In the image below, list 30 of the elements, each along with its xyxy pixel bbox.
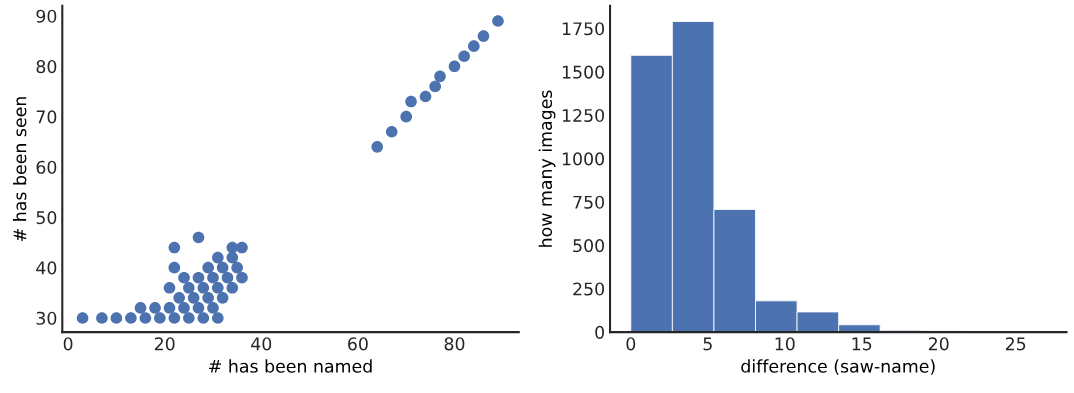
y-tick-label: 1750	[562, 22, 605, 36]
x-tick-label: 10	[775, 337, 795, 351]
x-tick-label: 25	[1005, 337, 1026, 351]
y-tick-label: 90	[36, 9, 57, 23]
x-tick-label: 15	[852, 337, 872, 351]
y-tick-label: 750	[573, 195, 605, 209]
y-axis-title: # has been seen	[12, 97, 27, 241]
y-axis-title: how many images	[538, 90, 556, 247]
y-tick-label: 250	[573, 282, 605, 296]
y-tick-label: 40	[36, 261, 57, 275]
x-axis-title: difference (saw-name)	[741, 359, 935, 375]
x-tick-label: 40	[251, 337, 272, 351]
y-tick-label: 500	[573, 239, 605, 253]
x-tick-label: 0	[63, 337, 73, 351]
y-tick-label: 1250	[562, 108, 605, 123]
x-tick-label: 80	[444, 337, 465, 351]
y-tick-label: 70	[36, 110, 57, 124]
y-tick-label: 0	[595, 325, 605, 339]
x-tick-label: 20	[928, 337, 949, 351]
x-axis-title: # has been named	[209, 359, 372, 373]
y-tick-label: 1500	[562, 65, 605, 79]
y-tick-label: 30	[36, 311, 57, 325]
y-tick-label: 80	[36, 60, 57, 74]
x-tick-label: 60	[348, 337, 368, 351]
y-tick-label: 50	[36, 211, 57, 225]
y-tick-label: 60	[36, 160, 57, 174]
x-tick-label: 5	[703, 337, 712, 351]
x-tick-label: 20	[154, 337, 175, 351]
x-tick-label: 0	[626, 337, 636, 351]
y-tick-label: 1000	[562, 152, 605, 166]
